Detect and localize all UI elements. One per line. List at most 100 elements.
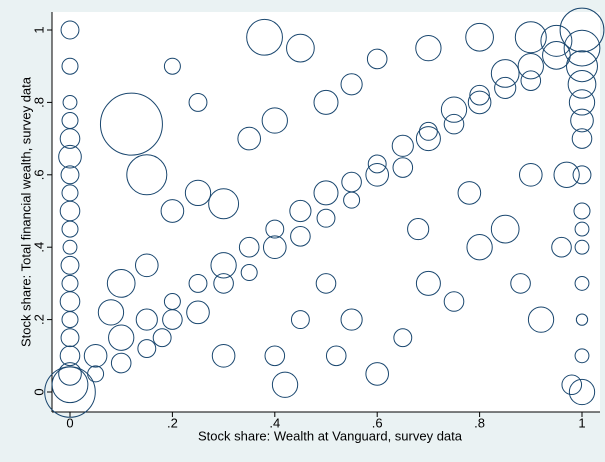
point [365,362,390,386]
point [365,162,390,187]
point [566,50,598,83]
point [415,34,442,62]
point [574,239,590,255]
point [210,252,237,279]
point [568,89,596,116]
point [184,179,212,207]
point [559,7,605,53]
point [391,134,414,157]
x-tick-label: 0 [66,415,73,430]
point [571,128,593,149]
y-tick-label: .6 [31,169,46,180]
point [443,291,465,312]
point [264,345,286,367]
point [286,33,315,63]
point [392,157,414,178]
point [58,144,82,169]
y-tick-label: 1 [31,26,46,33]
y-tick-label: .2 [31,314,46,325]
point [83,343,108,368]
point [574,348,590,364]
point [238,236,260,258]
point [262,235,287,260]
point [60,20,80,40]
point [572,165,592,185]
point [60,328,80,348]
x-tick-label: .2 [167,415,178,430]
point [465,22,494,52]
point [261,107,288,134]
point [108,324,135,351]
point [313,89,339,115]
point [494,76,517,100]
point [510,273,531,294]
x-tick-label: .8 [474,415,485,430]
point [340,73,363,96]
point [186,300,210,325]
point [366,48,388,70]
point [520,70,542,91]
point [265,219,285,239]
point [514,21,547,54]
point [51,366,89,404]
y-tick-label: .8 [31,97,46,108]
point [341,171,362,193]
x-axis-title: Stock share: Wealth at Vanguard, survey … [198,428,463,443]
point [246,18,283,56]
point [490,59,520,88]
x-tick-label: .6 [372,415,383,430]
point [466,234,493,261]
point [527,306,555,333]
point [443,113,465,135]
point [418,121,438,141]
y-axis-title: Stock share: Total financial wealth, sur… [18,76,33,347]
point [110,352,132,374]
point [271,371,299,398]
point [563,29,601,67]
point [97,299,125,326]
point [567,69,597,99]
point [213,273,234,294]
point [62,94,78,110]
point [135,308,158,331]
point [457,181,482,205]
x-tick-label: .4 [269,415,280,430]
point [440,96,468,123]
point [367,154,387,174]
point [415,126,441,152]
point [316,208,336,228]
point [99,92,163,156]
point [58,362,82,386]
point [575,313,589,326]
point [393,328,413,348]
point [60,255,80,275]
point [62,239,78,255]
point [60,165,80,185]
point [61,274,79,292]
point [325,345,347,367]
point [551,236,572,258]
point [211,343,236,368]
point [289,199,312,223]
point [59,345,81,367]
point [152,328,172,348]
point [570,108,594,133]
point [188,92,208,112]
point [315,273,337,294]
x-tick-label: 1 [578,415,585,430]
point [568,378,596,406]
point [163,57,181,75]
point [574,275,590,291]
point [163,293,181,310]
point [208,188,240,220]
point [290,226,311,247]
point [518,162,543,187]
point [340,308,363,331]
point [540,24,573,57]
point [240,264,258,282]
point [126,154,168,196]
point [573,202,591,220]
point [574,221,590,237]
point [561,374,583,396]
